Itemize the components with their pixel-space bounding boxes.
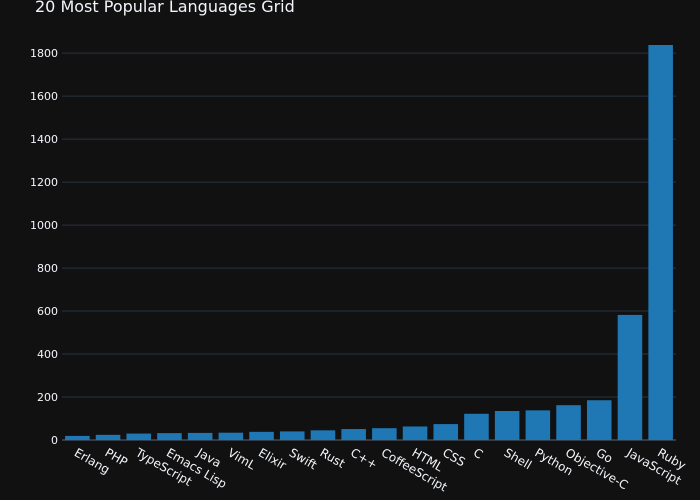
- bar-c-: [341, 429, 366, 440]
- bar-html: [402, 426, 428, 440]
- bar-java: [187, 432, 213, 440]
- x-tick-label: Rust: [317, 445, 347, 470]
- x-tick-label: Shell: [502, 445, 534, 472]
- y-tick-label: 1400: [30, 133, 58, 146]
- y-tick-label: 200: [37, 391, 58, 404]
- y-tick-label: 1800: [30, 47, 58, 60]
- bar-emacs-lisp: [157, 433, 182, 440]
- y-gridlines: [62, 52, 676, 398]
- x-tick-label: Elixir: [256, 445, 289, 472]
- bar-swift: [279, 431, 305, 440]
- bar-erlang: [65, 435, 90, 440]
- bar-coffeescript: [372, 428, 397, 440]
- bar-shell: [494, 410, 520, 440]
- y-axis-ticks: 0 200 400 600 800 1000 1200 1400 1600 1800: [30, 47, 58, 447]
- x-tick-label: CSS: [440, 445, 467, 469]
- bar-viml: [218, 432, 244, 440]
- bar-go: [586, 400, 612, 440]
- y-tick-label: 1000: [30, 219, 58, 232]
- bar-typescript: [126, 433, 152, 440]
- x-tick-label: C++: [348, 445, 380, 471]
- bar-c: [464, 413, 489, 440]
- bar-php: [95, 434, 121, 440]
- y-tick-label: 800: [37, 262, 58, 275]
- bar-python: [525, 410, 551, 440]
- bar-objective-c: [556, 405, 581, 440]
- chart-title: 20 Most Popular Languages Grid: [35, 0, 295, 16]
- bar-rust: [310, 430, 336, 440]
- y-tick-label: 1200: [30, 176, 58, 189]
- y-tick-label: 600: [37, 305, 58, 318]
- x-tick-label: C: [471, 445, 485, 461]
- x-tick-label: Swift: [287, 445, 320, 472]
- bars: [65, 45, 673, 440]
- bar-css: [433, 424, 459, 440]
- y-tick-label: 0: [51, 434, 58, 447]
- bar-elixir: [249, 431, 274, 440]
- y-tick-label: 1600: [30, 90, 58, 103]
- bar-ruby: [648, 45, 673, 440]
- x-tick-label: VimL: [225, 445, 258, 472]
- y-tick-label: 400: [37, 348, 58, 361]
- bar-javascript: [617, 314, 643, 440]
